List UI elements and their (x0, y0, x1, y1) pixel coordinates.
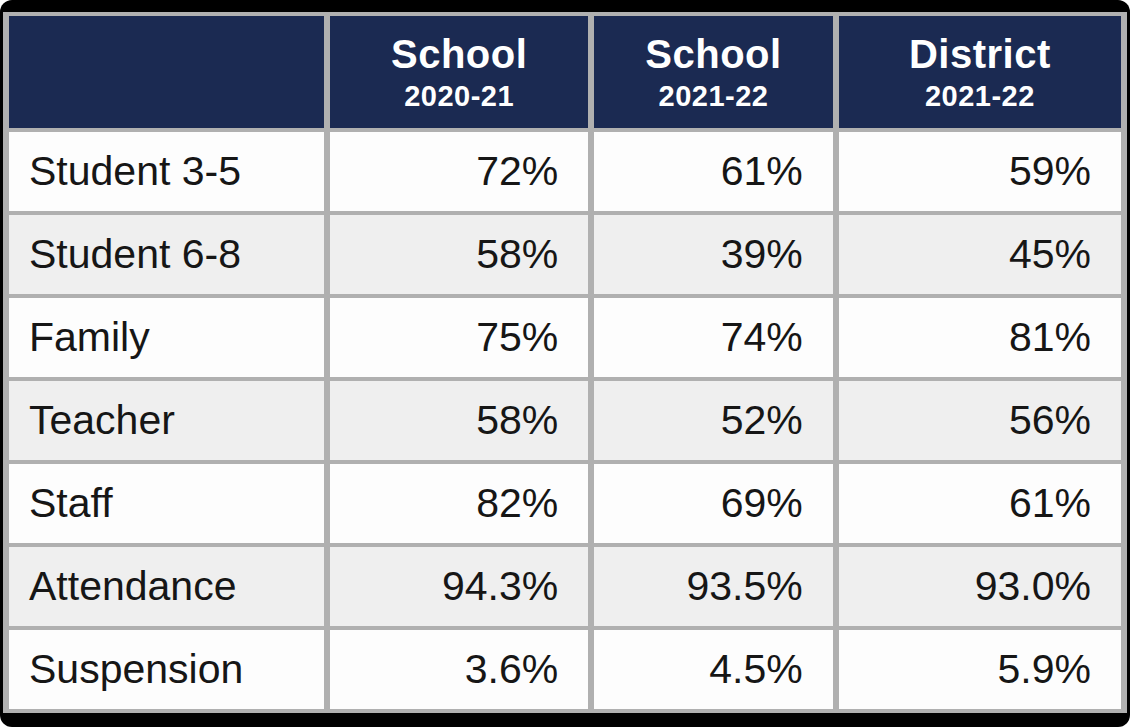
cell-value: 56% (839, 381, 1121, 460)
row-label: Student 3-5 (9, 132, 324, 211)
column-subtitle: 2021-22 (839, 79, 1121, 114)
table-row-student-3-5: Student 3-5 72% 61% 59% (9, 132, 1121, 211)
cell-value: 61% (594, 132, 832, 211)
table-row-student-6-8: Student 6-8 58% 39% 45% (9, 215, 1121, 294)
column-title: School (330, 31, 588, 77)
cell-value: 81% (839, 298, 1121, 377)
header-row: School 2020-21 School 2021-22 District 2… (9, 16, 1121, 128)
cell-value: 59% (839, 132, 1121, 211)
column-subtitle: 2020-21 (330, 79, 588, 114)
cell-value: 75% (330, 298, 588, 377)
table-row-suspension: Suspension 3.6% 4.5% 5.9% (9, 630, 1121, 709)
column-header-district-2021-22: District 2021-22 (839, 16, 1121, 128)
cell-value: 45% (839, 215, 1121, 294)
row-label: Attendance (9, 547, 324, 626)
row-label: Student 6-8 (9, 215, 324, 294)
cell-value: 69% (594, 464, 832, 543)
cell-value: 5.9% (839, 630, 1121, 709)
cell-value: 58% (330, 381, 588, 460)
table-row-family: Family 75% 74% 81% (9, 298, 1121, 377)
cell-value: 58% (330, 215, 588, 294)
row-label: Staff (9, 464, 324, 543)
cell-value: 74% (594, 298, 832, 377)
column-header-school-2020-21: School 2020-21 (330, 16, 588, 128)
cell-value: 94.3% (330, 547, 588, 626)
cell-value: 82% (330, 464, 588, 543)
metrics-table: School 2020-21 School 2021-22 District 2… (3, 12, 1127, 713)
column-title: School (594, 31, 832, 77)
cell-value: 4.5% (594, 630, 832, 709)
row-label: Teacher (9, 381, 324, 460)
cell-value: 72% (330, 132, 588, 211)
cell-value: 3.6% (330, 630, 588, 709)
column-title: District (839, 31, 1121, 77)
corner-header-cell (9, 16, 324, 128)
cell-value: 93.5% (594, 547, 832, 626)
table-row-attendance: Attendance 94.3% 93.5% 93.0% (9, 547, 1121, 626)
cell-value: 39% (594, 215, 832, 294)
table-row-staff: Staff 82% 69% 61% (9, 464, 1121, 543)
cell-value: 61% (839, 464, 1121, 543)
cell-value: 52% (594, 381, 832, 460)
row-label: Suspension (9, 630, 324, 709)
column-header-school-2021-22: School 2021-22 (594, 16, 832, 128)
row-label: Family (9, 298, 324, 377)
table-row-teacher: Teacher 58% 52% 56% (9, 381, 1121, 460)
column-subtitle: 2021-22 (594, 79, 832, 114)
cell-value: 93.0% (839, 547, 1121, 626)
table-frame: School 2020-21 School 2021-22 District 2… (0, 0, 1130, 727)
